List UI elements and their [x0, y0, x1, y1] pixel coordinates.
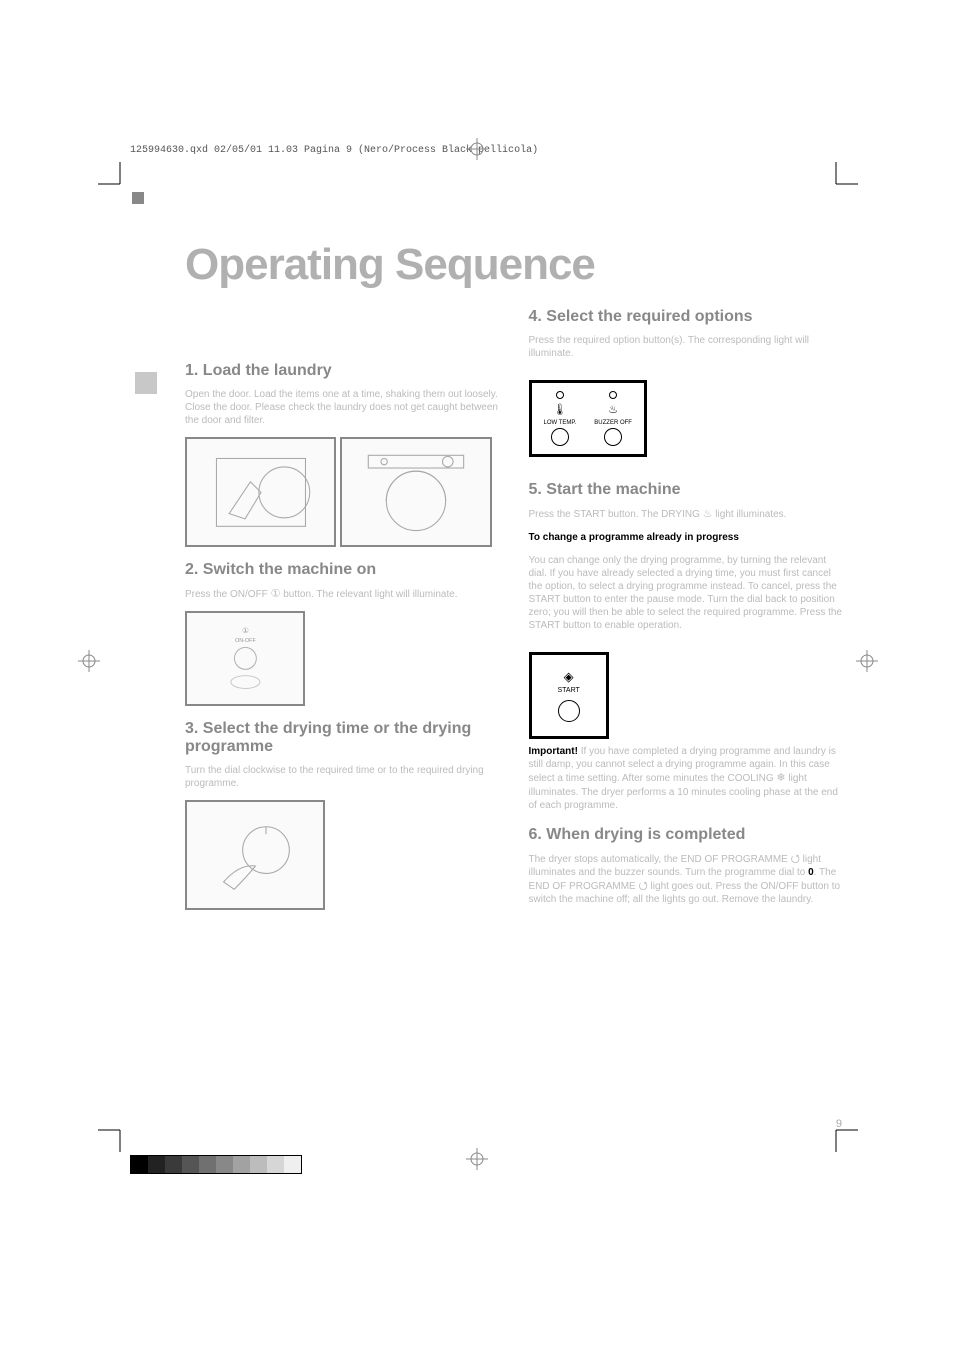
step5-heading: 5. Start the machine: [529, 481, 845, 499]
step3-body: Turn the dial clockwise to the required …: [185, 764, 501, 790]
left-column: 1. Load the laundry Open the door. Load …: [185, 308, 501, 920]
svg-text:ON-OFF: ON-OFF: [235, 638, 257, 644]
start-label: START: [558, 687, 580, 694]
buzzer-icon: ♨: [608, 403, 618, 416]
step2-body-suffix: button. The relevant light will illumina…: [280, 589, 457, 600]
crop-mark-tl: [98, 162, 128, 192]
step5-change-title: To change a programme already in progres…: [529, 531, 845, 544]
drying-icon: ♨: [703, 508, 713, 520]
step1-body: Open the door. Load the items one at a t…: [185, 388, 501, 427]
step3-heading: 3. Select the drying time or the drying …: [185, 720, 501, 756]
step6-heading: 6. When drying is completed: [529, 826, 845, 844]
start-button[interactable]: [558, 700, 580, 722]
print-mark-square: [132, 192, 144, 204]
start-panel-diagram: ◈ START: [529, 652, 609, 739]
low-temp-option: 🌡 LOW TEMP.: [544, 391, 577, 446]
step2-body-prefix: Press the ON/OFF: [185, 589, 271, 600]
registration-mark-bottom: [466, 1148, 488, 1170]
power-icon: ①: [271, 588, 281, 600]
page-number: 9: [836, 1118, 842, 1130]
end-icon: ⭯: [791, 853, 800, 865]
svg-text:①: ①: [242, 626, 249, 635]
step6-body: The dryer stops automatically, the END O…: [529, 852, 845, 907]
crop-mark-br: [828, 1122, 858, 1152]
step2-diagram: ① ON-OFF: [185, 611, 305, 706]
side-tab: [135, 372, 157, 394]
step6-body-1: The dryer stops automatically, the END O…: [529, 853, 791, 864]
registration-mark-top: [466, 138, 488, 160]
step5-body2: You can change only the drying programme…: [529, 554, 845, 632]
low-temp-light: [556, 391, 564, 399]
low-temp-label: LOW TEMP.: [544, 420, 577, 426]
loading-door-sketch: [202, 450, 320, 535]
buzzer-button[interactable]: [604, 428, 622, 446]
step2-body: Press the ON/OFF ① button. The relevant …: [185, 587, 501, 601]
step2-heading: 2. Switch the machine on: [185, 561, 501, 579]
crop-mark-bl: [98, 1122, 128, 1152]
page-title: Operating Sequence: [185, 240, 844, 290]
step1-diagram-a: [185, 437, 336, 547]
step4-body: Press the required option button(s). The…: [529, 334, 845, 360]
buzzer-light: [609, 391, 617, 399]
step1-heading: 1. Load the laundry: [185, 362, 501, 380]
buzzer-option: ♨ BUZZER OFF: [594, 391, 632, 446]
step5-body1-prefix: Press the START button. The DRYING: [529, 509, 703, 520]
onoff-button-sketch: ① ON-OFF: [199, 622, 292, 695]
registration-mark-left: [78, 650, 100, 672]
dial-sketch: [201, 813, 310, 898]
drum-sketch: [357, 450, 475, 535]
step4-heading: 4. Select the required options: [529, 308, 845, 326]
low-temp-icon: 🌡: [553, 403, 567, 416]
step5-body1-suffix: light illuminates.: [713, 509, 787, 520]
start-icon: ◈: [558, 669, 580, 685]
important-label: Important!: [529, 746, 578, 757]
buzzer-label: BUZZER OFF: [594, 420, 632, 426]
low-temp-button[interactable]: [551, 428, 569, 446]
step1-diagram-b: [340, 437, 491, 547]
step5-important: Important! If you have completed a dryin…: [529, 745, 845, 811]
registration-mark-right: [856, 650, 878, 672]
crop-mark-tr: [828, 162, 858, 192]
step5-body1: Press the START button. The DRYING ♨ lig…: [529, 507, 845, 521]
cooling-icon: ❄: [776, 772, 785, 784]
gradient-calibration-bar: [130, 1155, 302, 1174]
step3-diagram: [185, 800, 325, 910]
options-panel-diagram: 🌡 LOW TEMP. ♨ BUZZER OFF: [529, 380, 647, 457]
end-icon-2: ⭯: [639, 880, 648, 892]
right-column: 4. Select the required options Press the…: [529, 308, 845, 920]
